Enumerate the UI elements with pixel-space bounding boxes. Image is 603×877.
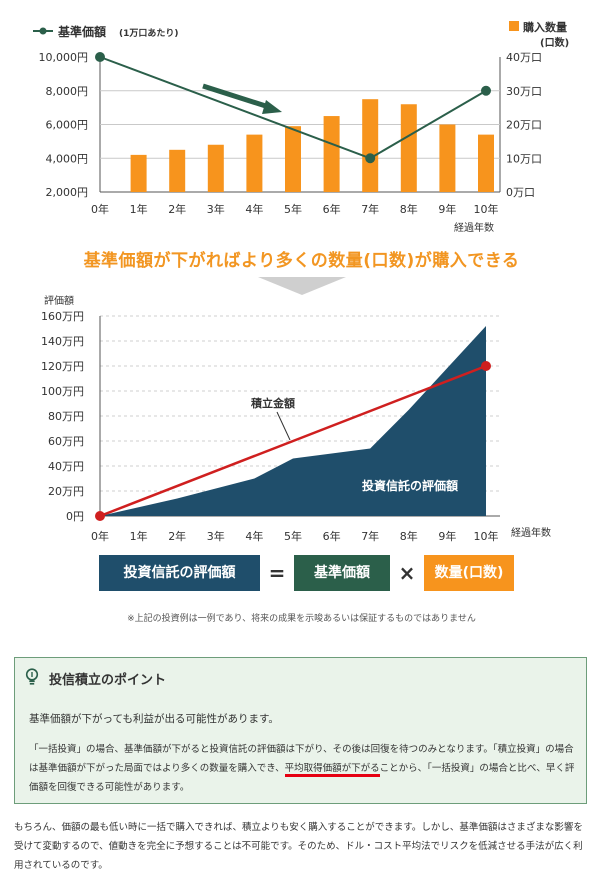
lightbulb-icon (25, 668, 39, 685)
left-tick-label: 4,000円 (46, 152, 89, 165)
bar (130, 154, 147, 192)
point-body-part2: ことから、「一括投資」の場合と比べ、早く評価額を回復できる可能性があります。 (29, 763, 575, 793)
bar-line-chart: 基準価額 (1万口あたり) 購入数量 (口数) 10,000円 8,000円 6,0… (33, 20, 569, 234)
point-body-part1: 「一括投資」の場合、基準価額が下がると投資信託の評価額は下がり、その後は回復を待… (29, 744, 574, 774)
x-tick-label: 5年 (284, 529, 302, 543)
right-tick-label: 20万口 (506, 119, 542, 132)
contribution-line (99, 364, 487, 518)
bar (362, 99, 379, 192)
right-tick-label: 10万口 (506, 152, 542, 165)
investment-point-box: 投信積立のポイント 基準価額が下がっても利益が出る可能性があります。 「一括投資… (14, 657, 587, 804)
formula-equals: = (268, 561, 286, 585)
formula-nav-box: 基準価額 (294, 555, 390, 591)
bar (285, 126, 301, 192)
legend-line-label: 基準価額 (57, 24, 106, 39)
nav-point (365, 153, 376, 164)
series-label-leader (276, 411, 291, 441)
bar (478, 134, 494, 192)
x-tick-label: 6年 (323, 529, 341, 543)
y-tick-label: 60万円 (48, 435, 84, 448)
point-body-highlight: 平均取得価額が下がる (284, 763, 380, 777)
y-tick-label: 40万円 (48, 460, 84, 473)
point-lead: 基準価額が下がっても利益が出る可能性があります。 (29, 713, 279, 725)
x-tick-label: 6年 (323, 202, 341, 216)
x-tick-label: 0年 (91, 529, 109, 543)
footer-paragraph: もちろん、価額の最も低い時に一括で購入できれば、積立よりも安く購入することができ… (14, 822, 583, 871)
disclaimer-note: ※上記の投資例は一例であり、将来の成果を示唆あるいは保証するものではありません (127, 614, 476, 624)
trend-arrow-head (262, 100, 282, 114)
bar (207, 144, 224, 192)
x-tick-label: 4年 (245, 529, 263, 543)
x-tick-label: 5年 (284, 202, 302, 216)
point-title: 投信積立のポイント (49, 673, 167, 688)
x-tick-label: 0年 (91, 202, 109, 216)
right-tick-label: 30万口 (506, 85, 542, 98)
left-tick-label: 8,000円 (46, 85, 89, 98)
x-tick-label: 9年 (438, 529, 456, 543)
y-tick-label: 140万円 (41, 335, 84, 348)
nav-point (481, 85, 491, 96)
x-tick-label: 2年 (168, 529, 186, 543)
contribution-point (95, 511, 105, 521)
legend-bar-label: 購入数量 (522, 20, 567, 34)
x-tick-label: 9年 (438, 202, 456, 216)
formula-units-box: 数量(口数) (424, 555, 514, 591)
series-label-contribution: 積立金額 (250, 396, 295, 410)
y-tick-label: 80万円 (48, 410, 84, 423)
down-arrow-icon (258, 277, 346, 295)
left-tick-label: 2,000円 (46, 186, 89, 199)
contribution-point (481, 361, 491, 371)
x-tick-label: 8年 (400, 529, 418, 543)
x-tick-label: 4年 (245, 202, 263, 216)
x-tick-label: 2年 (168, 202, 186, 216)
y-axis-title: 評価額 (44, 294, 74, 307)
left-tick-label: 10,000円 (39, 51, 89, 64)
x-tick-label: 3年 (207, 202, 225, 216)
headline: 基準価額が下がればより多くの数量(口数)が購入できる (83, 251, 520, 271)
right-tick-label: 40万口 (506, 51, 542, 64)
x-tick-label: 1年 (130, 202, 148, 216)
y-tick-label: 120万円 (41, 360, 84, 373)
bar (169, 149, 186, 192)
bar (246, 134, 263, 192)
x-tick-label: 7年 (361, 529, 379, 543)
legend-line-marker (39, 27, 47, 35)
y-tick-label: 160万円 (41, 310, 84, 323)
nav-point (95, 52, 105, 62)
x-tick-label: 7年 (361, 202, 379, 216)
x-tick-label: 10年 (474, 202, 499, 216)
formula-valuation-box: 投資信託の評価額 (99, 555, 260, 591)
bar (323, 116, 340, 192)
legend-bar-swatch (509, 21, 519, 31)
series-label-valuation: 投資信託の評価額 (362, 478, 458, 493)
y-tick-label: 100万円 (41, 385, 84, 398)
legend-line-note: (1万口あたり) (119, 28, 179, 39)
point-body: 「一括投資」の場合、基準価額が下がると投資信託の評価額は下がり、その後は回復を待… (29, 740, 577, 797)
right-tick-label: 0万口 (506, 186, 535, 199)
bar (439, 124, 456, 192)
y-tick-label: 20万円 (48, 485, 84, 498)
x-tick-label: 10年 (474, 529, 499, 543)
x-tick-label: 8年 (400, 202, 418, 216)
trend-arrow-shaft (202, 83, 273, 111)
x-tick-label: 1年 (130, 529, 148, 543)
bar (400, 104, 417, 192)
left-tick-label: 6,000円 (46, 119, 89, 132)
valuation-area (100, 326, 486, 516)
area-line-chart: 評価額 160万円 140万円 120万円 100万円 80万円 60万円 40万円 20万円… (41, 294, 551, 543)
formula-times: × (398, 561, 416, 585)
x-axis-title: 経過年数 (454, 221, 494, 234)
x-tick-label: 3年 (207, 529, 225, 543)
x-axis-title: 経過年数 (511, 526, 551, 539)
legend-bar-unit: (口数) (540, 36, 569, 49)
y-tick-label: 0円 (66, 510, 84, 523)
